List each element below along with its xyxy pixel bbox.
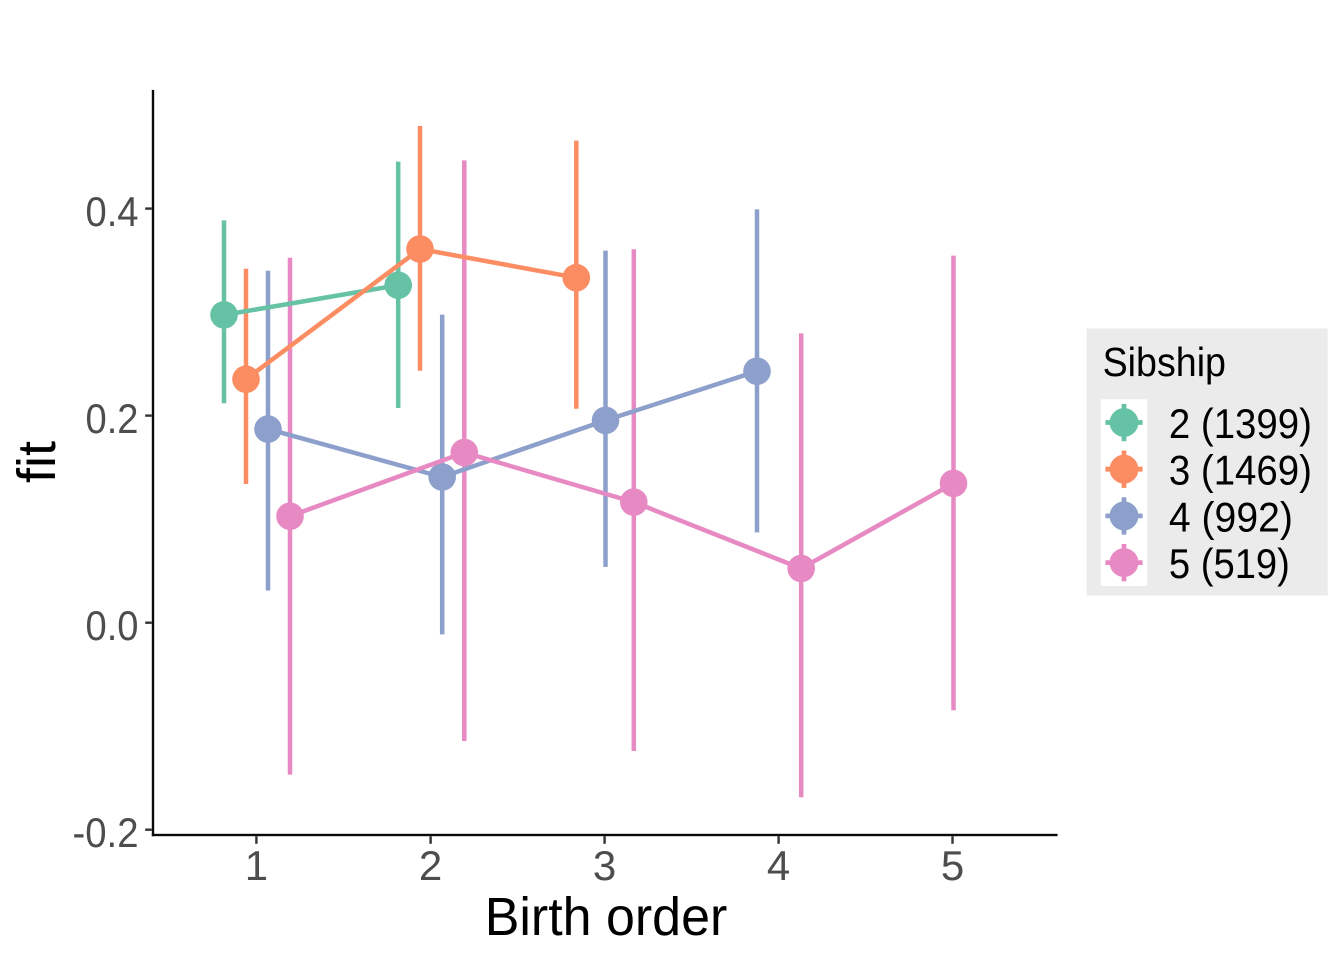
svg-text:4 (992): 4 (992) [1169,493,1293,540]
svg-text:1: 1 [245,842,268,889]
svg-text:0.2: 0.2 [86,395,139,442]
svg-text:fit: fit [7,441,67,483]
svg-text:2 (1399): 2 (1399) [1169,400,1312,447]
svg-text:0.4: 0.4 [86,188,139,235]
svg-text:-0.2: -0.2 [73,809,139,856]
svg-text:4: 4 [767,842,790,889]
svg-text:Sibship: Sibship [1103,339,1226,385]
svg-text:2: 2 [419,842,442,889]
svg-text:5: 5 [941,842,964,889]
svg-text:Birth order: Birth order [485,887,728,947]
svg-text:0.0: 0.0 [86,602,139,649]
svg-text:3: 3 [593,842,616,889]
svg-text:5 (519): 5 (519) [1169,540,1290,587]
svg-text:3 (1469): 3 (1469) [1169,447,1312,494]
